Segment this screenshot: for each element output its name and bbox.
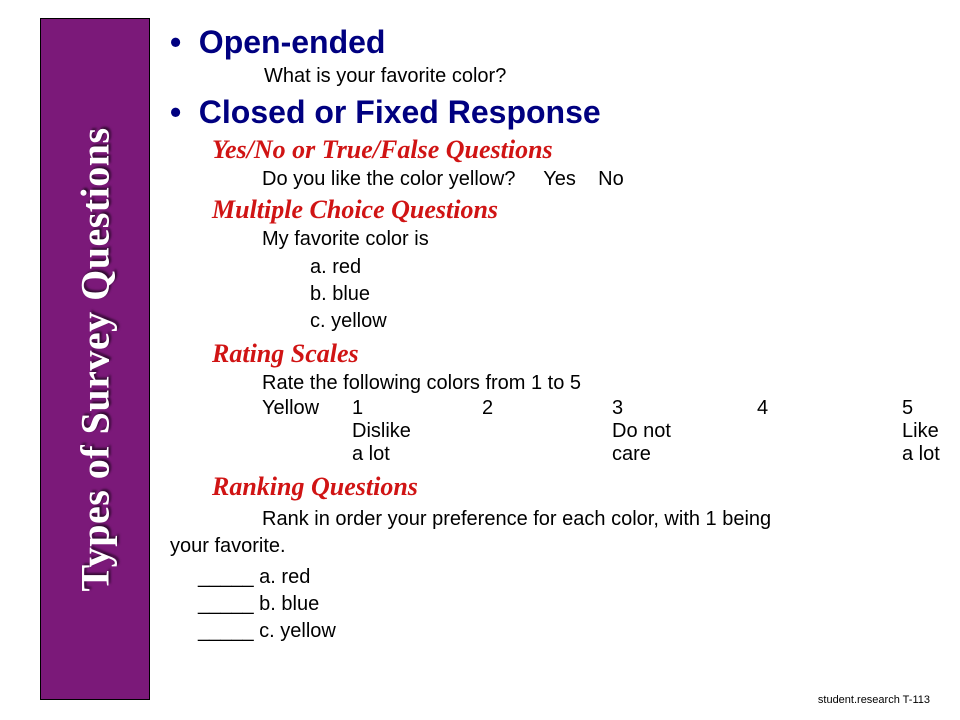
rating-mid-2: care [612, 443, 757, 466]
mc-prompt: My favorite color is [262, 228, 940, 251]
rating-2: 2 [482, 397, 612, 420]
yes-no-title: Yes/No or True/False Questions [212, 135, 940, 165]
rating-3: 3 [612, 397, 757, 420]
ranking-line-1: Rank in order your preference for each c… [262, 508, 771, 530]
rating-prompt: Rate the following colors from 1 to 5 [262, 372, 940, 395]
yes-option: Yes [543, 168, 576, 190]
content-area: •Open-ended What is your favorite color?… [170, 24, 940, 645]
ranking-title: Ranking Questions [212, 472, 940, 502]
yes-no-example: Do you like the color yellow? Yes No [262, 168, 940, 191]
rating-mid-1: Do not [612, 420, 757, 443]
ranking-c: _____ c. yellow [198, 618, 940, 645]
rating-1: 1 [352, 397, 482, 420]
bullet-dot-icon: • [170, 94, 199, 131]
open-ended-example: What is your favorite color? [264, 65, 940, 88]
rating-high-1: Like [902, 420, 940, 443]
slide-root: Types of Survey Questions •Open-ended Wh… [0, 0, 960, 720]
mc-option-c: c. yellow [310, 308, 940, 335]
mc-title: Multiple Choice Questions [212, 195, 940, 225]
rating-table: Yellow 1 2 3 4 5 Dislike Do not Like a l… [262, 397, 940, 466]
ranking-prompt: Rank in order your preference for each c… [170, 506, 940, 560]
open-ended-label: Open-ended [199, 24, 386, 60]
mc-option-a: a. red [310, 254, 940, 281]
rating-title: Rating Scales [212, 339, 940, 369]
footer-text: student.research T-113 [818, 694, 930, 706]
rating-numbers-row: Yellow 1 2 3 4 5 [262, 397, 940, 420]
rating-low-2: a lot [352, 443, 482, 466]
bullet-dot-icon: • [170, 24, 199, 61]
closed-label: Closed or Fixed Response [199, 94, 601, 130]
bullet-open-ended: •Open-ended [170, 24, 940, 61]
rating-labels-row-2: a lot care a lot [262, 443, 940, 466]
mc-option-b: b. blue [310, 281, 940, 308]
yes-no-question: Do you like the color yellow? [262, 168, 515, 190]
rating-high-2: a lot [902, 443, 940, 466]
rating-low-1: Dislike [352, 420, 482, 443]
sidebar-panel: Types of Survey Questions [40, 18, 150, 700]
rating-labels-row-1: Dislike Do not Like [262, 420, 940, 443]
ranking-b: _____ b. blue [198, 591, 940, 618]
ranking-a: _____ a. red [198, 564, 940, 591]
no-option: No [598, 168, 624, 190]
rating-5: 5 [902, 397, 940, 420]
ranking-line-2: your favorite. [170, 535, 286, 557]
bullet-closed: •Closed or Fixed Response [170, 94, 940, 131]
rating-4: 4 [757, 397, 902, 420]
sidebar-title: Types of Survey Questions [72, 127, 119, 591]
rating-item: Yellow [262, 397, 352, 420]
